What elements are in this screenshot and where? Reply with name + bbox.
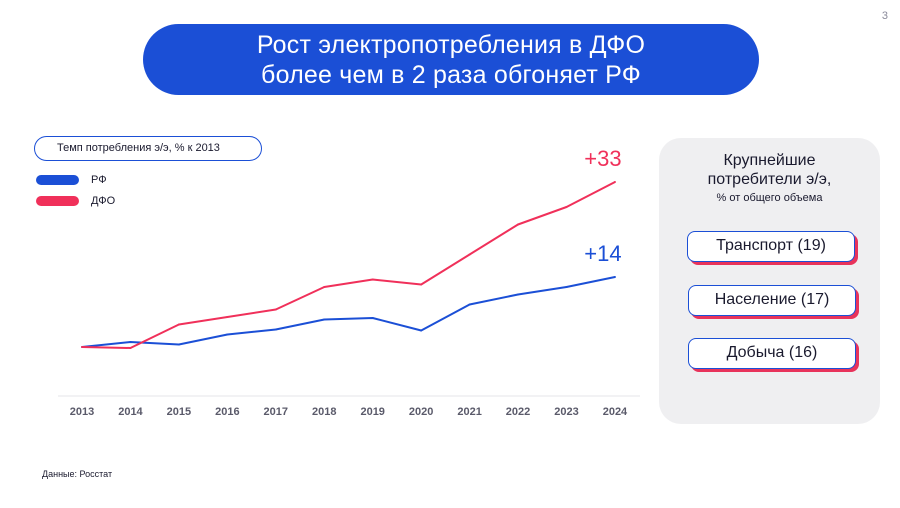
x-tick-2019: 2019 — [360, 406, 384, 418]
legend-label-rf: РФ — [91, 173, 107, 186]
x-tick-2024: 2024 — [603, 406, 628, 418]
x-tick-2016: 2016 — [215, 406, 239, 418]
consumer-mining: Добыча (16) — [688, 338, 856, 369]
data-point-0-2023 — [565, 286, 568, 288]
x-tick-2023: 2023 — [554, 406, 578, 418]
data-point-1-2019 — [371, 278, 374, 281]
data-point-1-2013 — [81, 346, 83, 348]
data-point-0-2018 — [323, 318, 326, 321]
data-point-1-2017 — [274, 308, 277, 311]
x-tick-2018: 2018 — [312, 406, 336, 418]
data-point-1-2024 — [613, 181, 616, 183]
data-point-1-2021 — [468, 253, 471, 256]
legend-swatch-dfo — [36, 195, 79, 206]
consumer-population: Население (17) — [688, 285, 856, 316]
legend-label-dfo: ДФО — [91, 194, 116, 207]
data-point-1-2015 — [177, 323, 180, 326]
data-point-0-2015 — [177, 343, 180, 346]
legend-swatch-rf — [36, 174, 79, 185]
data-point-0-2014 — [129, 341, 132, 343]
legend-item-dfo: ДФО — [36, 190, 115, 211]
title-line-2: более чем в 2 раза обгоняет РФ — [261, 60, 641, 89]
data-point-0-2016 — [226, 333, 229, 336]
x-tick-2020: 2020 — [409, 406, 433, 418]
title-banner: Рост электропотребления в ДФО более чем … — [143, 24, 759, 95]
x-tick-2014: 2014 — [118, 406, 143, 418]
series-layer — [81, 181, 616, 349]
panel-heading-line-2: потребители э/э, — [707, 171, 832, 188]
page-number: 3 — [881, 10, 888, 22]
data-point-0-2017 — [274, 328, 277, 331]
consumer-transport: Транспорт (19) — [687, 231, 855, 262]
series-line-1 — [81, 181, 616, 349]
end-label-0: +14 — [584, 241, 621, 266]
x-tick-2017: 2017 — [264, 406, 288, 418]
data-point-1-2022 — [517, 223, 520, 226]
x-tick-2022: 2022 — [506, 406, 530, 418]
x-tick-labels: 2013 2014 2015 2016 2017 2018 2019 2020 2021 2022… — [70, 406, 628, 418]
legend-item-rf: РФ — [36, 169, 115, 190]
title-line-1: Рост электропотребления в ДФО — [256, 30, 646, 59]
line-chart: 2013 2014 2015 2016 2017 2018 2019 2020 2021 2022… — [58, 146, 640, 418]
data-point-0-2021 — [468, 303, 471, 306]
series-line-0 — [81, 276, 616, 348]
panel-subheading: % от общего объема — [716, 192, 823, 204]
data-point-1-2014 — [129, 347, 132, 349]
x-tick-2021: 2021 — [457, 406, 481, 418]
x-tick-2015: 2015 — [167, 406, 191, 418]
data-point-1-2020 — [420, 283, 423, 286]
consumers-panel: Крупнейшие потребители э/э, % от общего … — [659, 138, 880, 424]
chart-legend: РФ ДФО — [36, 169, 115, 211]
data-point-1-2023 — [565, 206, 568, 208]
data-point-1-2018 — [323, 286, 326, 288]
data-point-1-2016 — [226, 316, 229, 318]
data-point-0-2020 — [420, 329, 423, 332]
panel-heading: Крупнейшие потребители э/э, — [659, 151, 880, 189]
panel-heading-line-1: Крупнейшие — [723, 152, 816, 169]
x-tick-2013: 2013 — [70, 406, 94, 418]
source-note: Данные: Росстат — [42, 469, 113, 479]
data-point-0-2022 — [517, 293, 520, 296]
end-labels: +14 +33 — [584, 146, 621, 266]
end-label-1: +33 — [584, 146, 621, 171]
data-point-0-2019 — [371, 317, 374, 319]
data-point-0-2024 — [613, 276, 616, 278]
metric-label: Темп потребления э/э, % к 2013 — [34, 136, 262, 161]
